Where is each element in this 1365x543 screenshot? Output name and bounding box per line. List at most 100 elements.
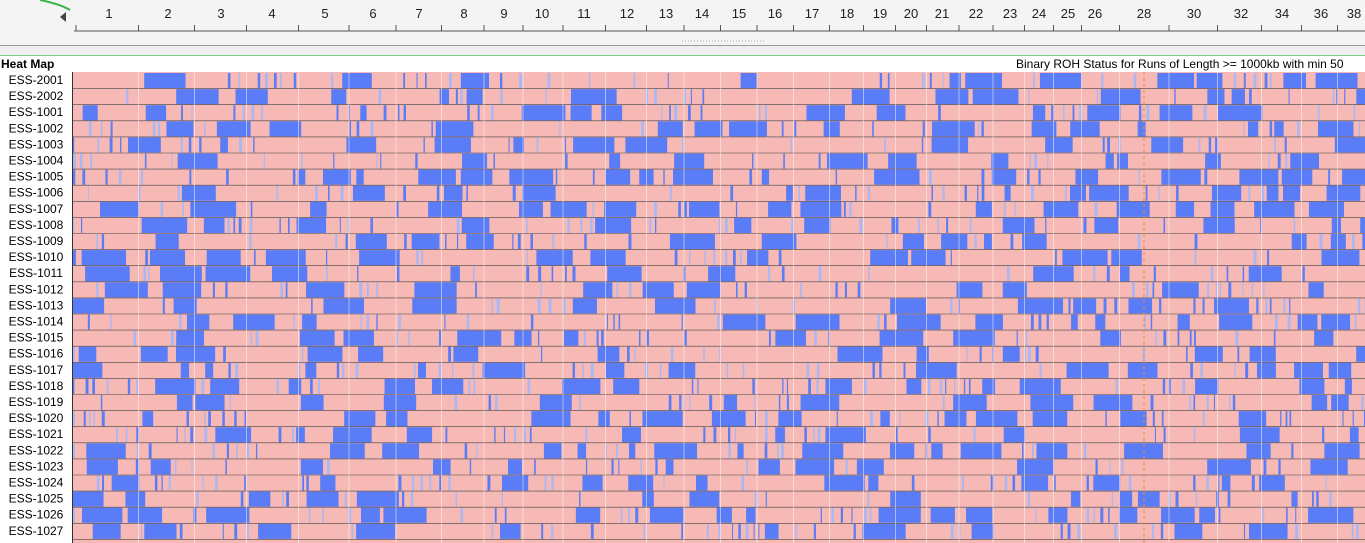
- roh-block: [1157, 73, 1195, 89]
- roh-block: [1119, 266, 1130, 282]
- roh-line: [170, 330, 174, 346]
- roh-line: [73, 443, 75, 459]
- roh-line: [1317, 105, 1320, 121]
- roh-line: [1086, 507, 1090, 523]
- roh-line: [959, 523, 961, 539]
- roh-line: [73, 411, 75, 427]
- roh-line: [88, 121, 92, 137]
- scroll-left[interactable]: [60, 12, 66, 22]
- roh-line: [188, 137, 192, 153]
- roh-block: [604, 201, 637, 217]
- roh-block: [432, 378, 464, 394]
- roh-line: [308, 507, 311, 523]
- roh-block: [1274, 121, 1284, 137]
- roh-line: [495, 395, 498, 411]
- roh-line: [179, 314, 182, 330]
- roh-line: [1332, 89, 1335, 105]
- row-label-bg: [0, 491, 72, 507]
- roh-line: [244, 411, 247, 427]
- roh-block: [868, 475, 879, 491]
- roh-block: [173, 298, 197, 314]
- splitter[interactable]: [0, 46, 1365, 55]
- roh-block: [457, 330, 502, 346]
- roh-line: [1285, 411, 1288, 427]
- row-label: ESS-1013: [9, 298, 64, 312]
- roh-line: [580, 217, 583, 233]
- roh-line: [618, 314, 621, 330]
- roh-line: [160, 201, 164, 217]
- roh-line: [1022, 443, 1024, 459]
- roh-line: [1114, 523, 1117, 539]
- roh-block: [1127, 362, 1158, 378]
- roh-line: [688, 105, 691, 121]
- roh-block: [734, 217, 752, 233]
- roh-block: [81, 507, 123, 523]
- roh-line: [452, 362, 454, 378]
- roh-block: [837, 346, 883, 362]
- roh-line: [1003, 201, 1006, 217]
- roh-line: [80, 217, 83, 233]
- roh-line: [87, 185, 89, 201]
- roh-block: [306, 282, 345, 298]
- roh-line: [778, 395, 781, 411]
- roh-block: [982, 378, 996, 394]
- roh-line: [335, 234, 338, 250]
- roh-line: [204, 427, 208, 443]
- roh-line: [681, 523, 684, 539]
- roh-line: [73, 153, 76, 169]
- roh-block: [435, 121, 474, 137]
- roh-line: [1356, 523, 1359, 539]
- roh-line: [351, 523, 354, 539]
- roh-line: [945, 378, 947, 394]
- ruler-label: 36: [1314, 6, 1328, 21]
- roh-line: [1031, 185, 1035, 201]
- roh-line: [869, 507, 872, 523]
- roh-line: [460, 507, 464, 523]
- roh-block: [342, 73, 372, 89]
- roh-block: [729, 121, 767, 137]
- row-label: ESS-1011: [9, 266, 63, 280]
- roh-line: [786, 395, 789, 411]
- roh-block: [1259, 475, 1285, 491]
- roh-block: [1205, 153, 1221, 169]
- roh-block: [1294, 362, 1323, 378]
- roh-block: [802, 443, 844, 459]
- roh-line: [565, 153, 568, 169]
- roh-block: [461, 217, 490, 233]
- roh-block: [142, 411, 154, 427]
- roh-line: [336, 362, 340, 378]
- row-label: ESS-1027: [9, 524, 64, 538]
- roh-block: [86, 443, 126, 459]
- roh-line: [438, 362, 442, 378]
- roh-block: [330, 443, 365, 459]
- roh-line: [1274, 314, 1278, 330]
- roh-block: [1175, 201, 1195, 217]
- roh-block: [160, 266, 202, 282]
- roh-block: [522, 185, 556, 201]
- roh-block: [1021, 475, 1049, 491]
- roh-block: [1075, 169, 1099, 185]
- roh-line: [301, 153, 303, 169]
- roh-block: [622, 427, 641, 443]
- roh-line: [345, 234, 348, 250]
- roh-line: [1079, 105, 1083, 121]
- roh-line: [519, 73, 523, 89]
- roh-line: [605, 443, 607, 459]
- roh-block: [356, 491, 399, 507]
- roh-line: [684, 330, 687, 346]
- roh-line: [1264, 73, 1268, 89]
- row-label-bg: [0, 330, 72, 346]
- roh-line: [460, 89, 463, 105]
- roh-line: [355, 362, 359, 378]
- roh-line: [444, 314, 446, 330]
- row-label: ESS-1023: [9, 459, 64, 473]
- ruler-label: 13: [659, 6, 673, 21]
- roh-line: [126, 89, 129, 105]
- roh-block: [296, 427, 305, 443]
- roh-line: [101, 234, 105, 250]
- roh-block: [595, 217, 632, 233]
- roh-line: [439, 475, 442, 491]
- roh-line: [161, 475, 163, 491]
- roh-block: [428, 201, 463, 217]
- roh-line: [786, 378, 789, 394]
